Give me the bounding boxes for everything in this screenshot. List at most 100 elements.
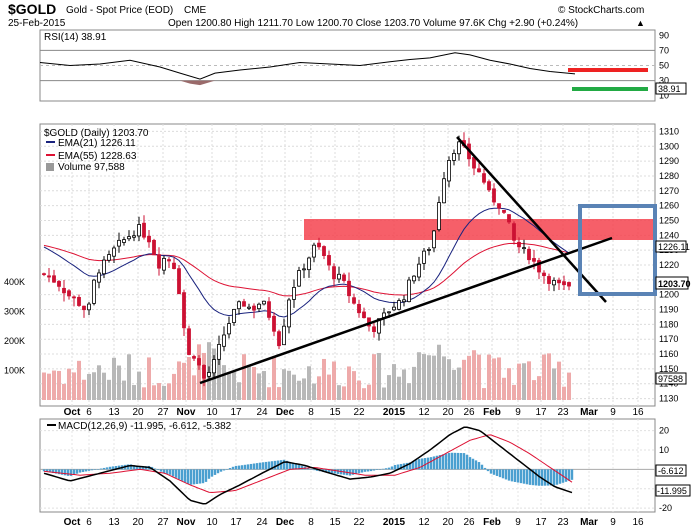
macd-hist-bar [135, 465, 139, 470]
candle-body [557, 279, 561, 284]
macd-frame [39, 418, 656, 513]
macd-hist-bar [552, 469, 556, 486]
macd-hist-bar [270, 461, 274, 470]
candle-body [262, 300, 266, 305]
macd-hist-bar [306, 467, 310, 470]
macd-label: MACD(12,26,9) -11.995, -6.612, -5.382 [58, 421, 232, 432]
volume-bar [107, 379, 111, 400]
candle-body [482, 173, 486, 183]
volume-bar [302, 378, 306, 400]
volume-bar [482, 388, 486, 400]
macd-hist-bar [558, 469, 562, 484]
macd-hist-bar [267, 461, 271, 470]
candle-body [402, 299, 406, 303]
macd-hist-bar [516, 469, 520, 483]
resistance-zone [304, 219, 655, 240]
price-tick-label: 1200 [659, 290, 679, 300]
volume-bar [377, 352, 381, 400]
macd-hist-bar [456, 452, 460, 470]
candle-body [272, 315, 276, 332]
macd-hist-bar [423, 458, 427, 470]
candle-body [177, 268, 181, 295]
macd-hist-bar [477, 462, 481, 470]
macd-hist-bar [189, 469, 193, 485]
macd-hist-bar [246, 464, 250, 470]
close-price-text: 1203.70 [658, 279, 691, 289]
volume-bar [222, 365, 226, 400]
volume-bar [357, 380, 361, 400]
macd-hist-bar [507, 469, 511, 481]
volume-bar [152, 385, 156, 400]
macd-hist-bar [378, 469, 382, 470]
macd-hist-bar [501, 469, 505, 479]
ema-price-tag [655, 240, 687, 253]
x-tick-label: 24 [256, 407, 268, 418]
volume-bar [332, 361, 336, 400]
candle-body [237, 301, 241, 310]
x-tick-label: 20 [132, 407, 144, 418]
candle-body [477, 168, 481, 173]
x-tick-label: Oct [64, 517, 81, 528]
x-tick-label: 17 [535, 407, 547, 418]
macd-value-tag [655, 484, 691, 497]
candle-body [322, 246, 326, 256]
instrument-name: Gold - Spot Price (EOD) [66, 5, 173, 16]
volume-bar [242, 354, 246, 400]
x-tick-label: Feb [483, 517, 501, 528]
volume-bars [42, 342, 571, 400]
macd-tick-label: 20 [659, 426, 669, 436]
candle-body [312, 244, 316, 258]
ema-price-text: 1226.11 [658, 242, 690, 252]
macd-hist-bar [444, 453, 448, 470]
volume-bar [97, 365, 101, 400]
candle-body [532, 258, 536, 262]
volume-bar [542, 354, 546, 400]
macd-hist-bar [249, 463, 253, 470]
volume-bar [272, 356, 276, 400]
macd-hist-bar [243, 464, 247, 470]
macd-hist-bar [315, 469, 319, 471]
x-tick-label: 15 [329, 517, 341, 528]
candle-body [207, 372, 211, 377]
candle-body [182, 292, 186, 329]
candle-body [212, 359, 216, 374]
x-tick-label: 2015 [383, 517, 406, 528]
header-ohlc: Open 1200.80 High 1211.70 Low 1200.70 Cl… [168, 18, 578, 29]
macd-hist-bar [204, 469, 208, 482]
candle-body [67, 290, 71, 297]
candle-body [512, 223, 516, 241]
candle-body [472, 157, 476, 169]
macd-hist-bar [153, 468, 157, 470]
x-tick-label: 17 [230, 517, 242, 528]
close-price-tag [655, 276, 689, 290]
macd-hist-bar [234, 465, 238, 470]
price-legend: $GOLD (Daily) 1203.70 EMA(21) 1226.11 EM… [44, 128, 149, 173]
candle-body [287, 299, 291, 328]
macd-hist-bar [255, 463, 259, 470]
macd-hist-bar [492, 469, 496, 475]
volume-bar [517, 363, 521, 400]
macd-hist-bar [360, 469, 364, 473]
rsi-value-tag [655, 82, 687, 95]
macd-hist-bar [219, 469, 223, 472]
x-tick-label: 26 [463, 517, 475, 528]
macd-line [43, 426, 573, 505]
macd-hist-bar [54, 469, 58, 474]
candle-body [257, 303, 261, 310]
volume-bar [177, 361, 181, 400]
volume-bar [82, 379, 86, 400]
macd-hist-bar [294, 464, 298, 470]
x-tick-label: Feb [483, 407, 501, 418]
volume-bar [457, 367, 461, 400]
macd-hist-bar [240, 465, 244, 470]
x-tick-label: 27 [157, 407, 169, 418]
volume-bar [72, 372, 76, 400]
macd-hist-bar [486, 469, 490, 472]
macd-hist-bar [279, 460, 283, 470]
candle-body [277, 331, 281, 347]
macd-hist-bar [231, 466, 235, 470]
volume-bar [62, 383, 66, 400]
candle-body [377, 318, 381, 334]
volume-bar [432, 355, 436, 400]
volume-bar [552, 368, 556, 400]
